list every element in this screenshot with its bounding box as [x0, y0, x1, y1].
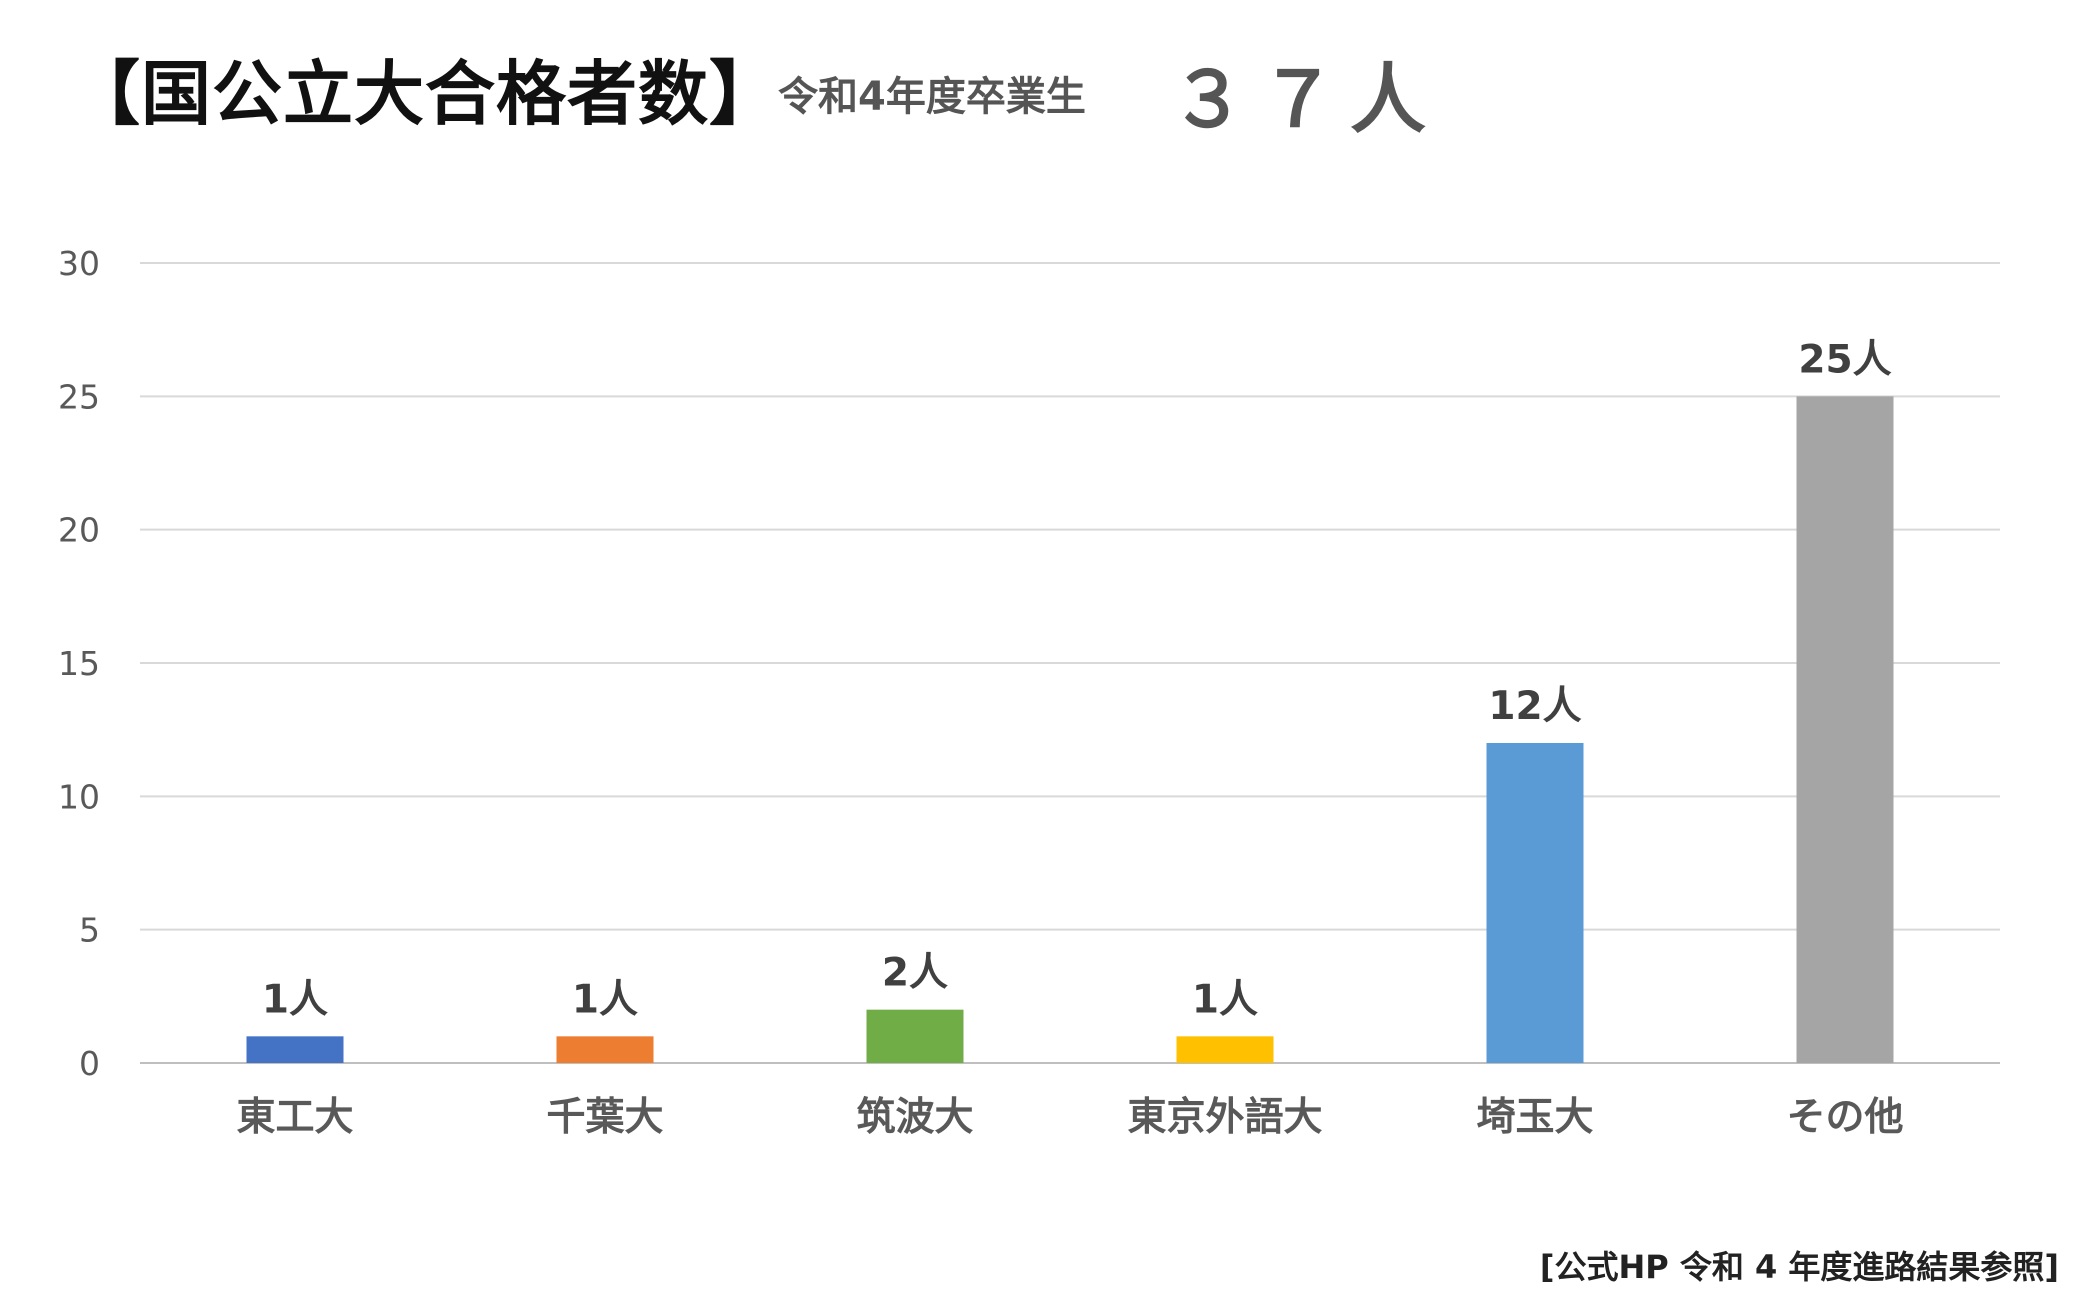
x-tick-label: 東工大 [236, 1095, 353, 1140]
bar [1796, 396, 1894, 1063]
x-tick-label: 埼玉大 [1476, 1095, 1593, 1140]
y-axis: 0 5 10 15 20 25 30 [58, 244, 100, 1083]
bar [556, 1036, 654, 1063]
x-tick-label: 筑波大 [856, 1095, 973, 1140]
bar [1486, 743, 1584, 1063]
x-axis: 東工大 千葉大 筑波大 東京外語大 埼玉大 その他 [236, 1095, 1903, 1140]
data-label: 1人 [572, 977, 638, 1022]
y-tick-label: 5 [79, 911, 100, 950]
bar [246, 1036, 344, 1063]
data-label: 1人 [1192, 977, 1258, 1022]
chart-subtitle: 令和4年度卒業生 [778, 74, 1086, 120]
gridlines [140, 262, 2000, 1064]
data-label: 1人 [262, 977, 328, 1022]
chart-title: 【国公立大合格者数】 [70, 53, 780, 135]
y-tick-label: 25 [58, 377, 100, 416]
x-tick-label: その他 [1786, 1095, 1903, 1140]
bars [246, 396, 1894, 1063]
y-tick-label: 0 [79, 1044, 100, 1083]
data-label: 2人 [882, 951, 948, 996]
x-tick-label: 東京外語大 [1127, 1095, 1322, 1140]
bar [1176, 1036, 1274, 1063]
chart-header: 【国公立大合格者数】 令和4年度卒業生 ３７人 [70, 38, 1970, 144]
data-labels: 1人 1人 2人 1人 12人 25人 [262, 337, 1892, 1022]
bar [866, 1009, 964, 1063]
data-label: 12人 [1488, 684, 1581, 729]
source-note: [公式HP 令和 4 年度進路結果参照] [1539, 1248, 2059, 1286]
y-tick-label: 15 [58, 644, 100, 683]
y-tick-label: 30 [58, 244, 100, 283]
total-count: ３７人 [1170, 55, 1440, 144]
x-tick-label: 千葉大 [546, 1095, 663, 1140]
y-tick-label: 20 [58, 511, 100, 550]
data-label: 25人 [1798, 337, 1891, 382]
y-tick-label: 10 [58, 777, 100, 816]
